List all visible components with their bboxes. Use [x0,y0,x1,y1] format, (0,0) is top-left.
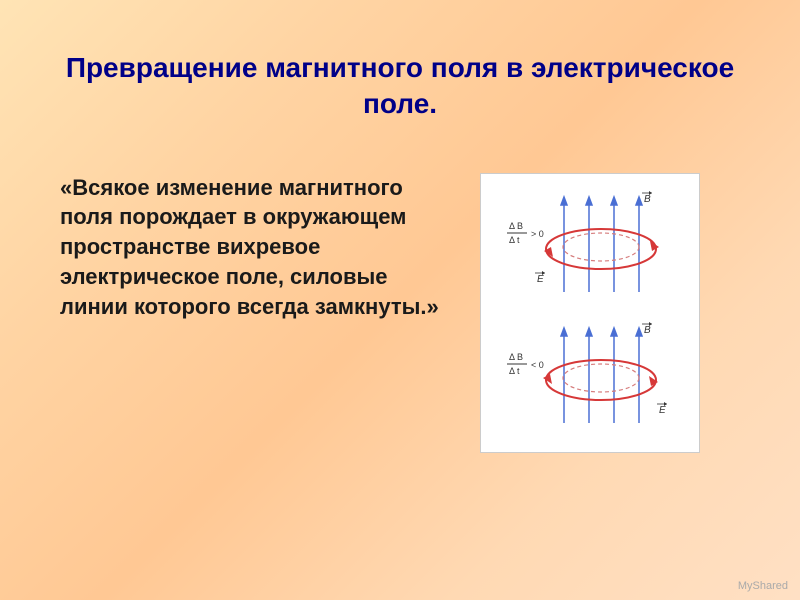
diagram-panel-bottom: Δ B Δ t < 0 B E [489,318,689,438]
condition-label-bottom: < 0 [531,360,544,370]
diagram-container: Δ B Δ t > 0 B E [480,173,700,453]
condition-label-top: > 0 [531,229,544,239]
ratio-bottom: Δ t [509,235,520,245]
e-label-top: E [537,274,544,285]
content-row: «Всякое изменение магнитного поля порожд… [0,123,800,453]
slide-title: Превращение магнитного поля в электричес… [0,0,800,123]
b-label-top: B [644,194,651,205]
svg-text:Δ B: Δ B [509,352,523,362]
watermark: MyShared [738,580,788,592]
e-label-bottom: E [659,405,666,416]
ratio-top: Δ B [509,221,523,231]
body-text: «Всякое изменение магнитного поля порожд… [60,173,450,453]
diagram-panel-top: Δ B Δ t > 0 B E [489,187,689,307]
b-label-bottom: B [644,325,651,336]
svg-text:Δ t: Δ t [509,366,520,376]
